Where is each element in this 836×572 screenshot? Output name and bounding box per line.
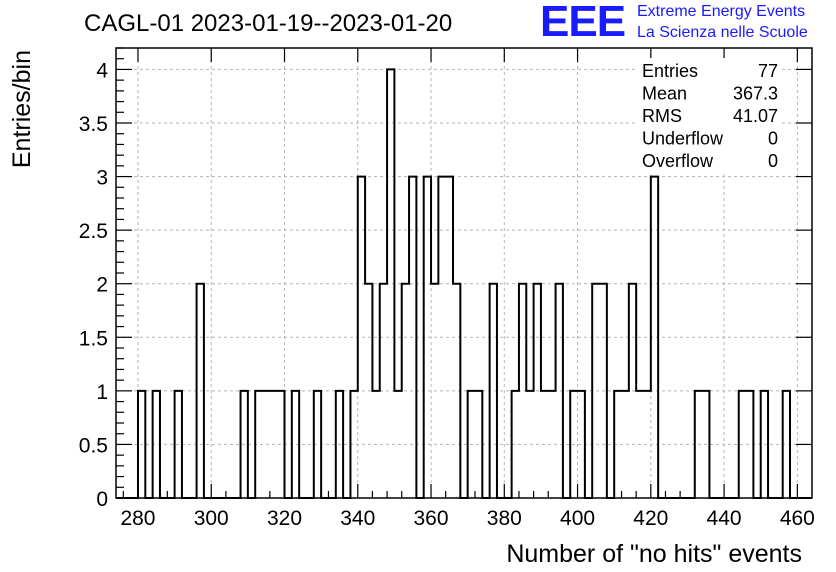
histogram-bin <box>761 391 768 498</box>
histogram-bin <box>380 284 387 498</box>
histogram-bin <box>541 391 548 498</box>
histogram-bin <box>556 284 563 498</box>
histogram-bin <box>739 391 746 498</box>
histogram-bin <box>175 391 182 498</box>
histogram-bin <box>548 391 555 498</box>
x-tick-label: 380 <box>487 507 522 530</box>
histogram-bin <box>651 177 658 498</box>
y-tick-label: 4 <box>96 59 108 82</box>
eee-logo: EEE <box>540 0 626 46</box>
stats-label: Underflow <box>642 129 724 149</box>
stats-label: Overflow <box>642 151 714 171</box>
y-tick-label: 0 <box>96 488 108 511</box>
stats-box <box>638 58 780 175</box>
histogram-bin <box>578 391 585 498</box>
histogram-bin <box>453 284 460 498</box>
stats-value: 0 <box>768 129 778 149</box>
y-tick-label: 3 <box>96 167 108 190</box>
logo-line-1: Extreme Energy Events <box>637 3 806 20</box>
histogram-bin <box>695 391 702 498</box>
x-tick-label: 340 <box>340 507 375 530</box>
y-tick-label: 2.5 <box>79 220 108 243</box>
y-tick-label: 0.5 <box>79 434 108 457</box>
histogram-bin <box>783 391 790 498</box>
stats-value: 0 <box>768 151 778 171</box>
histogram-bin <box>592 284 599 498</box>
histogram-bin <box>277 391 284 498</box>
stats-label: Mean <box>642 84 687 104</box>
x-tick-label: 400 <box>560 507 595 530</box>
histogram-bin <box>387 69 394 498</box>
histogram-bin <box>629 284 636 498</box>
histogram-bin <box>475 391 482 498</box>
y-tick-label: 1 <box>96 381 108 404</box>
y-tick-label: 3.5 <box>79 113 108 136</box>
histogram-bin <box>424 177 431 498</box>
histogram-bin <box>358 177 365 498</box>
histogram-bin <box>431 284 438 498</box>
histogram-bin <box>263 391 270 498</box>
stats-value: 367.3 <box>733 84 778 104</box>
histogram-bin <box>519 284 526 498</box>
x-tick-label: 280 <box>120 507 155 530</box>
histogram-bin <box>614 391 621 498</box>
logo-line-2: La Scienza nelle Scuole <box>637 24 808 41</box>
histogram-bin <box>153 391 160 498</box>
x-tick-label: 360 <box>414 507 449 530</box>
histogram-bin <box>636 391 643 498</box>
histogram-bin <box>468 391 475 498</box>
histogram-bin <box>314 391 321 498</box>
histogram-bin <box>394 391 401 498</box>
stats-value: 41.07 <box>733 106 778 126</box>
histogram-bin <box>570 391 577 498</box>
histogram-bin <box>409 177 416 498</box>
y-tick-label: 2 <box>96 274 108 297</box>
y-axis-label: Entries/bin <box>8 50 36 168</box>
histogram-bin <box>138 391 145 498</box>
histogram-bin <box>622 391 629 498</box>
histogram-bin <box>643 391 650 498</box>
stats-label: RMS <box>642 106 682 126</box>
histogram-bin <box>255 391 262 498</box>
x-tick-label: 420 <box>633 507 668 530</box>
histogram-bin <box>526 391 533 498</box>
histogram-bin <box>438 177 445 498</box>
histogram-bin <box>292 391 299 498</box>
x-tick-label: 300 <box>194 507 229 530</box>
histogram-bin <box>702 391 709 498</box>
histogram-bin <box>197 284 204 498</box>
histogram-bin <box>350 391 357 498</box>
histogram-bin <box>534 284 541 498</box>
histogram-bin <box>746 391 753 498</box>
stats-label: Entries <box>642 61 698 81</box>
histogram-bin <box>365 284 372 498</box>
histogram-bin <box>446 177 453 498</box>
x-tick-label: 320 <box>267 507 302 530</box>
histogram-bin <box>490 284 497 498</box>
x-tick-label: 440 <box>707 507 742 530</box>
histogram-bin <box>402 284 409 498</box>
x-tick-label: 460 <box>780 507 815 530</box>
histogram-bin <box>270 391 277 498</box>
histogram-bin <box>372 391 379 498</box>
histogram-bin <box>241 391 248 498</box>
histogram-bin <box>512 391 519 498</box>
histogram-bin <box>600 284 607 498</box>
x-axis-label: Number of "no hits" events <box>506 540 802 568</box>
histogram-bin <box>336 391 343 498</box>
stats-value: 77 <box>758 61 778 81</box>
chart-title: CAGL-01 2023-01-19--2023-01-20 <box>84 10 453 37</box>
y-tick-label: 1.5 <box>79 327 108 350</box>
